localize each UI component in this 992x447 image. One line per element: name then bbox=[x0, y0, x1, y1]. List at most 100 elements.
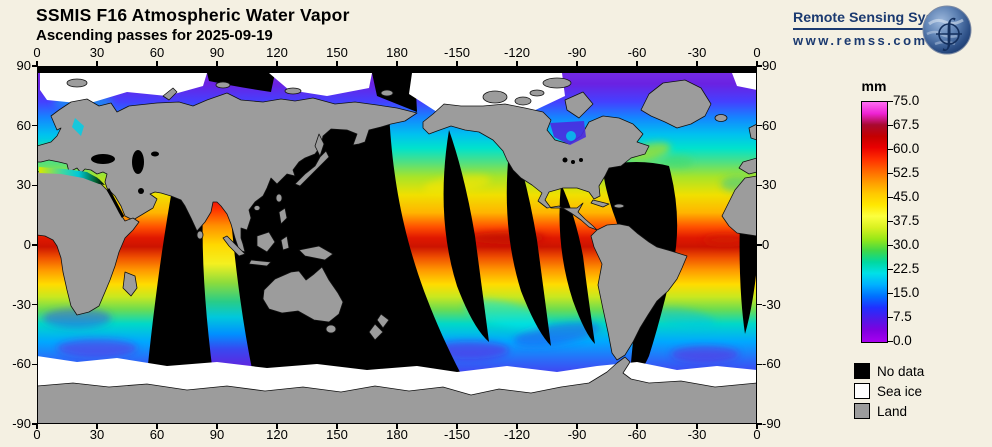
world-map bbox=[37, 66, 757, 424]
axis-tick bbox=[32, 125, 37, 127]
page-subtitle: Ascending passes for 2025-09-19 bbox=[36, 27, 273, 44]
axis-tick bbox=[276, 424, 278, 429]
axis-tick bbox=[32, 244, 37, 246]
sea-ice-swatch bbox=[854, 383, 870, 399]
lon-tick-label: 150 bbox=[326, 45, 348, 60]
colorbar-tick bbox=[887, 268, 893, 270]
brand-url-link[interactable]: www.remss.com bbox=[793, 33, 928, 48]
lon-tick-label: -60 bbox=[627, 427, 647, 442]
colorbar-tick-label: 45.0 bbox=[893, 189, 920, 204]
brand-underline bbox=[793, 28, 943, 30]
colorbar bbox=[861, 101, 888, 343]
lon-tick-label: 60 bbox=[149, 427, 165, 442]
axis-tick bbox=[36, 61, 38, 66]
colorbar-tick-label: 37.5 bbox=[893, 213, 920, 228]
axis-tick bbox=[96, 424, 98, 429]
axis-tick bbox=[456, 424, 458, 429]
axis-tick bbox=[757, 304, 762, 306]
lon-tick-label: -120 bbox=[503, 45, 531, 60]
colorbar-tick bbox=[887, 196, 893, 198]
colorbar-tick-label: 60.0 bbox=[893, 141, 920, 156]
legend-item-sea-ice: Sea ice bbox=[854, 381, 924, 401]
axis-tick bbox=[696, 61, 698, 66]
longitude-axis-top: 0 30 60 90 120 150 180 -150 -120 -90 -60 -30 0 bbox=[0, 45, 992, 61]
colorbar-tick bbox=[887, 316, 893, 318]
axis-tick bbox=[32, 304, 37, 306]
legend-label: No data bbox=[877, 363, 925, 379]
axis-tick bbox=[396, 61, 398, 66]
lon-tick-label: 0 bbox=[753, 45, 761, 60]
lat-tick-label: -30 bbox=[12, 296, 31, 312]
colorbar-tick-label: 15.0 bbox=[893, 285, 920, 300]
axis-tick bbox=[757, 244, 762, 246]
lat-tick-label: 90 bbox=[16, 58, 31, 73]
colorbar-tick-label: 67.5 bbox=[893, 117, 920, 132]
legend-item-land: Land bbox=[854, 401, 924, 421]
lat-tick-label: -60 bbox=[762, 356, 781, 372]
axis-tick bbox=[32, 65, 37, 67]
lon-tick-label: 30 bbox=[89, 45, 105, 60]
lon-tick-label: -120 bbox=[503, 427, 531, 442]
inland-water-layer bbox=[39, 118, 586, 218]
axis-tick bbox=[156, 424, 158, 429]
lon-tick-label: -30 bbox=[687, 45, 707, 60]
colorbar-tick-label: 30.0 bbox=[893, 237, 920, 252]
lat-tick-label: 60 bbox=[16, 117, 31, 133]
lon-tick-label: -150 bbox=[443, 427, 471, 442]
lon-tick-label: 90 bbox=[209, 427, 225, 442]
page-title: SSMIS F16 Atmospheric Water Vapor bbox=[36, 5, 350, 25]
axis-tick bbox=[757, 125, 762, 127]
lon-tick-label: 0 bbox=[33, 427, 41, 442]
lat-tick-label: 0 bbox=[762, 237, 770, 252]
axis-tick bbox=[756, 424, 758, 429]
legend-label: Sea ice bbox=[877, 383, 923, 399]
axis-tick bbox=[576, 424, 578, 429]
lat-tick-label: 30 bbox=[16, 177, 31, 193]
colorbar-tick bbox=[887, 220, 893, 222]
lon-tick-label: 60 bbox=[149, 45, 165, 60]
colorbar-tick-label: 0.0 bbox=[893, 333, 912, 348]
axis-tick bbox=[36, 424, 38, 429]
legend-item-no-data: No data bbox=[854, 361, 924, 381]
colorbar-tick bbox=[887, 244, 893, 246]
colorbar-tick-label: 75.0 bbox=[893, 93, 920, 108]
axis-tick bbox=[757, 423, 762, 425]
axis-tick bbox=[576, 61, 578, 66]
axis-tick bbox=[216, 424, 218, 429]
map-border bbox=[37, 66, 757, 424]
longitude-axis-bottom: 0 30 60 90 120 150 180 -150 -120 -90 -60 -30 0 bbox=[0, 427, 992, 443]
colorbar-tick bbox=[887, 340, 893, 342]
lat-tick-label: 30 bbox=[762, 177, 777, 193]
colorbar-tick-label: 7.5 bbox=[893, 309, 912, 324]
globe-logo-icon: ∫ bbox=[922, 5, 972, 55]
land-swatch bbox=[854, 403, 870, 419]
axis-tick bbox=[336, 424, 338, 429]
lon-tick-label: 120 bbox=[266, 427, 288, 442]
no-data-swatch bbox=[854, 363, 870, 379]
colorbar-tick bbox=[887, 148, 893, 150]
axis-tick bbox=[336, 61, 338, 66]
lon-tick-label: 90 bbox=[209, 45, 225, 60]
axis-tick bbox=[32, 423, 37, 425]
axis-tick bbox=[456, 61, 458, 66]
lon-tick-label: -60 bbox=[627, 45, 647, 60]
colorbar-tick bbox=[887, 100, 893, 102]
axis-tick bbox=[516, 61, 518, 66]
axis-tick bbox=[276, 61, 278, 66]
lon-tick-label: -30 bbox=[687, 427, 707, 442]
map-legend: No data Sea ice Land bbox=[854, 361, 924, 421]
colorbar-tick bbox=[887, 124, 893, 126]
colorbar-tick bbox=[887, 292, 893, 294]
axis-tick bbox=[516, 424, 518, 429]
axis-tick bbox=[32, 184, 37, 186]
axis-tick bbox=[156, 61, 158, 66]
axis-tick bbox=[757, 363, 762, 365]
lon-tick-label: 120 bbox=[266, 45, 288, 60]
land-layer bbox=[37, 77, 757, 424]
axis-tick bbox=[396, 424, 398, 429]
axis-tick bbox=[32, 363, 37, 365]
axis-tick bbox=[636, 424, 638, 429]
lat-tick-label: -90 bbox=[762, 416, 781, 431]
lat-tick-label: 90 bbox=[762, 58, 777, 73]
brand-block: Remote Sensing Systems www.remss.com bbox=[793, 10, 966, 48]
